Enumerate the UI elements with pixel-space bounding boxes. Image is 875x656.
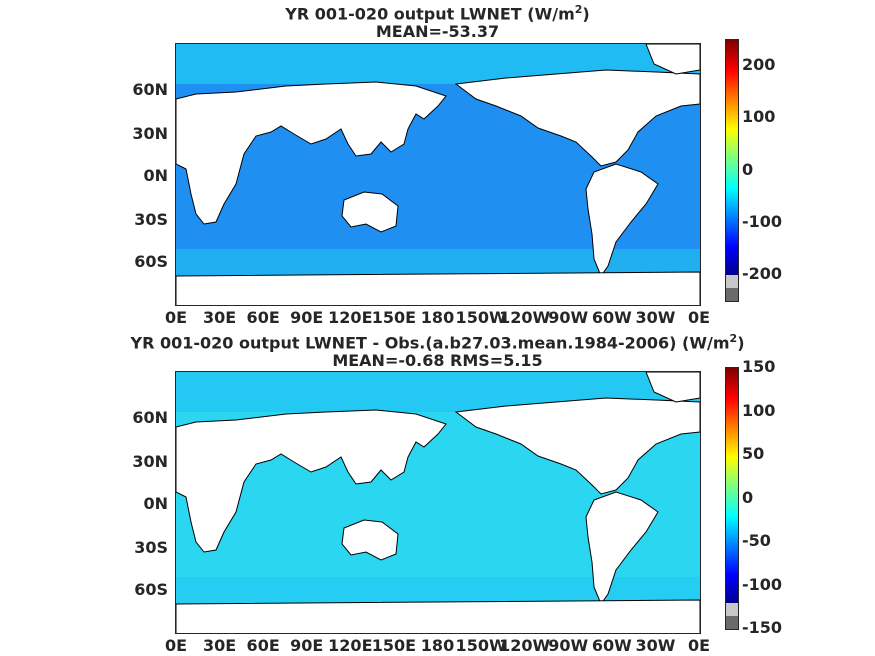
lat-tick-label: 30S	[134, 538, 168, 558]
africa-eurasia-land	[176, 409, 447, 553]
lat-tick-label: 30N	[132, 452, 168, 472]
colorbar-tick-label: 100	[742, 107, 776, 127]
panel1-title-main: YR 001-020 output LWNET (W/m	[285, 4, 575, 24]
panel1-map	[175, 43, 701, 306]
lon-tick-label: 90E	[290, 636, 324, 655]
panel1-colorbar	[725, 39, 739, 302]
lon-tick-label: 150W	[455, 308, 507, 327]
panel2-title-superscript: 2	[729, 332, 738, 345]
panel2-subtitle: MEAN=-0.68 RMS=5.15	[332, 351, 543, 370]
lon-tick-label: 180	[420, 308, 455, 327]
colorbar-tick-label: 150	[742, 357, 776, 376]
lon-tick-label: 120E	[328, 308, 373, 327]
lat-tick-label: 60N	[132, 407, 168, 427]
colorbar-tick-label: -200	[742, 263, 783, 283]
lon-tick-label: 60W	[591, 636, 632, 655]
colorbar-svg	[726, 368, 738, 629]
colorbar-tick-label: 200	[742, 55, 776, 75]
panel1-subtitle: MEAN=-53.37	[375, 22, 500, 41]
colorbar-tick-label: -100	[742, 574, 783, 594]
australia-land	[341, 191, 399, 233]
lon-tick-label: 120W	[499, 636, 551, 655]
lat-tick-label: 30N	[132, 124, 168, 144]
africa-eurasia-land	[176, 81, 447, 225]
colorbar-tick-label: -150	[742, 618, 783, 637]
colorbar-svg	[726, 40, 738, 301]
lat-tick-label: 60S	[134, 580, 168, 600]
colorbar-gradient	[726, 368, 738, 603]
map-svg	[176, 372, 700, 633]
lat-tick-label: 60N	[132, 79, 168, 99]
lon-tick-label: 60E	[246, 308, 280, 327]
lat-tick-label: 60S	[134, 252, 168, 272]
lon-tick-label: 150E	[371, 308, 417, 327]
lon-tick-label: 30E	[202, 308, 237, 327]
antarctica-land	[176, 599, 700, 633]
lon-tick-label: 0E	[687, 636, 711, 655]
lon-tick-label: 0E	[164, 308, 188, 327]
antarctica-land	[176, 271, 700, 305]
north-america-land	[454, 69, 700, 167]
colorbar-tick-label: 0	[742, 487, 754, 507]
panel1-title: YR 001-020 output LWNET (W/m2)	[0, 0, 875, 23]
lon-tick-label: 60E	[246, 636, 280, 655]
lon-tick-label: 150W	[455, 636, 507, 655]
lon-tick-label: 90E	[290, 308, 324, 327]
greenland-land	[645, 44, 700, 75]
lon-tick-label: 30W	[635, 308, 676, 327]
lon-tick-label: 0E	[687, 308, 711, 327]
colorbar-tick-label: 0	[742, 159, 754, 179]
colorbar-tick-label: 100	[742, 400, 776, 420]
panel2-map	[175, 371, 701, 634]
lon-tick-label: 180	[420, 636, 455, 655]
lon-tick-label: 60W	[591, 308, 632, 327]
lon-tick-label: 30W	[635, 636, 676, 655]
colorbar-gradient	[726, 40, 738, 275]
panel1-title-superscript: 2	[574, 3, 583, 16]
lon-tick-label: 150E	[371, 636, 417, 655]
lat-tick-label: 0N	[143, 166, 168, 186]
lon-tick-label: 90W	[548, 308, 589, 327]
australia-land	[341, 519, 399, 561]
colorbar-tick-label: -100	[742, 211, 783, 231]
lat-tick-label: 30S	[134, 210, 168, 230]
colorbar-tick-label: 50	[742, 444, 765, 463]
colorbar-under-swatch	[726, 275, 738, 288]
greenland-land	[645, 372, 700, 403]
colorbar-under-swatch	[726, 603, 738, 616]
lon-tick-label: 30E	[202, 636, 237, 655]
panel2-title-end: )	[737, 333, 745, 353]
colorbar-missing-swatch	[726, 616, 738, 629]
panel2-title-main: YR 001-020 output LWNET - Obs.(a.b27.03.…	[130, 333, 730, 353]
colorbar-tick-label: -50	[742, 531, 771, 550]
colorbar-missing-swatch	[726, 288, 738, 301]
map-svg	[176, 44, 700, 305]
lon-tick-label: 120W	[499, 308, 551, 327]
south-america-land	[585, 491, 659, 606]
lon-tick-label: 90W	[548, 636, 589, 655]
panel2-title: YR 001-020 output LWNET - Obs.(a.b27.03.…	[0, 329, 875, 352]
panel1-title-end: )	[582, 4, 590, 24]
panel2-colorbar	[725, 367, 739, 630]
lon-tick-label: 120E	[328, 636, 373, 655]
lon-tick-label: 0E	[164, 636, 188, 655]
north-america-land	[454, 397, 700, 495]
south-america-land	[585, 163, 659, 278]
lat-tick-label: 0N	[143, 494, 168, 514]
